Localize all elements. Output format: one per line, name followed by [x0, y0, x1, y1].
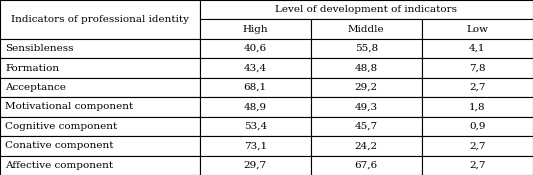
Text: Conative component: Conative component [5, 141, 114, 150]
Bar [311, 58, 422, 78]
Bar [311, 117, 422, 136]
Text: 4,1: 4,1 [469, 44, 486, 53]
Bar [422, 117, 533, 136]
Bar [0, 78, 200, 97]
Text: Level of development of indicators: Level of development of indicators [276, 5, 457, 14]
Bar [0, 97, 200, 117]
Text: 68,1: 68,1 [244, 83, 267, 92]
Text: 53,4: 53,4 [244, 122, 267, 131]
Text: 48,8: 48,8 [354, 64, 378, 73]
Bar [422, 97, 533, 117]
Text: 45,7: 45,7 [354, 122, 378, 131]
Bar [422, 136, 533, 156]
Text: Acceptance: Acceptance [5, 83, 66, 92]
Text: High: High [243, 25, 268, 34]
Bar [200, 78, 311, 97]
Bar [0, 156, 200, 175]
Text: Formation: Formation [5, 64, 60, 73]
Text: Cognitive component: Cognitive component [5, 122, 118, 131]
Bar [422, 19, 533, 39]
Bar [200, 39, 311, 58]
Text: 29,2: 29,2 [354, 83, 378, 92]
Text: 43,4: 43,4 [244, 64, 267, 73]
Bar [311, 19, 422, 39]
Text: Middle: Middle [348, 25, 384, 34]
Bar [0, 117, 200, 136]
Bar [200, 97, 311, 117]
Bar [200, 156, 311, 175]
Text: 7,8: 7,8 [469, 64, 486, 73]
Text: Sensibleness: Sensibleness [5, 44, 74, 53]
Bar [311, 39, 422, 58]
Text: 55,8: 55,8 [354, 44, 378, 53]
Bar [0, 136, 200, 156]
Text: 0,9: 0,9 [469, 122, 486, 131]
Bar [200, 136, 311, 156]
Bar [200, 19, 311, 39]
Text: 2,7: 2,7 [469, 161, 486, 170]
Text: Low: Low [466, 25, 488, 34]
Bar [200, 117, 311, 136]
Text: 49,3: 49,3 [354, 102, 378, 111]
Bar [0, 39, 200, 58]
Text: 29,7: 29,7 [244, 161, 267, 170]
Bar [422, 78, 533, 97]
Text: 73,1: 73,1 [244, 141, 267, 150]
Text: 24,2: 24,2 [354, 141, 378, 150]
Bar [311, 136, 422, 156]
Bar [311, 156, 422, 175]
Text: 1,8: 1,8 [469, 102, 486, 111]
Bar [200, 0, 533, 19]
Bar [0, 58, 200, 78]
Text: 2,7: 2,7 [469, 141, 486, 150]
Bar [200, 58, 311, 78]
Bar [311, 78, 422, 97]
Bar [422, 58, 533, 78]
Text: Affective component: Affective component [5, 161, 114, 170]
Bar [311, 97, 422, 117]
Text: 67,6: 67,6 [354, 161, 378, 170]
Text: 48,9: 48,9 [244, 102, 267, 111]
Text: 40,6: 40,6 [244, 44, 267, 53]
Bar [0, 0, 200, 39]
Bar [422, 156, 533, 175]
Text: Motivational component: Motivational component [5, 102, 134, 111]
Text: 2,7: 2,7 [469, 83, 486, 92]
Bar [422, 39, 533, 58]
Text: Indicators of professional identity: Indicators of professional identity [11, 15, 189, 24]
